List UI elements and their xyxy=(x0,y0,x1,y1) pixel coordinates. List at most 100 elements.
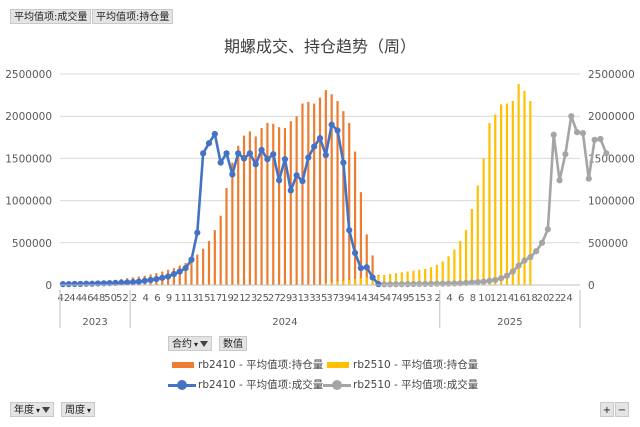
data-point xyxy=(480,278,487,285)
bar xyxy=(342,111,345,285)
bar xyxy=(500,104,503,285)
data-point xyxy=(322,151,329,159)
y-right-tick-label: 0 xyxy=(588,280,595,292)
expand-field-button[interactable]: + xyxy=(600,402,614,417)
data-point xyxy=(223,150,230,157)
axis-field-button-week[interactable]: 周度 ▾ xyxy=(61,402,96,417)
x-tick-label: 53 xyxy=(420,293,433,304)
data-point xyxy=(486,277,493,284)
x-tick-label: 18 xyxy=(525,293,538,304)
data-point xyxy=(346,227,353,234)
data-point xyxy=(585,175,592,182)
data-point xyxy=(527,254,534,261)
legend-field-button-value[interactable]: 数值 xyxy=(219,336,247,351)
x-tick-label: 2 xyxy=(131,293,137,304)
bar xyxy=(470,209,474,285)
filter-icon xyxy=(42,407,51,413)
x-tick-label: 6 xyxy=(458,293,464,304)
legend-swatch xyxy=(327,362,349,368)
x-tick-label: 33 xyxy=(303,293,316,304)
data-point xyxy=(164,273,172,280)
data-point xyxy=(246,150,253,157)
bar xyxy=(342,280,345,285)
data-point xyxy=(468,279,476,286)
x-tick-label: 46 xyxy=(81,293,94,304)
data-point xyxy=(521,257,528,264)
axis-field-button-year[interactable]: 年度 ▾ xyxy=(10,402,55,417)
x-tick-label: 10 xyxy=(478,293,491,304)
x-tick-label: 48 xyxy=(93,293,106,304)
x-tick-label: 52 xyxy=(116,293,129,304)
data-point xyxy=(316,135,324,142)
data-point xyxy=(603,150,610,157)
data-point xyxy=(597,135,604,143)
collapse-field-button[interactable]: − xyxy=(615,402,629,417)
bar xyxy=(313,103,316,285)
x-tick-label: 13 xyxy=(186,293,199,304)
data-point xyxy=(503,272,511,279)
data-point xyxy=(305,154,312,161)
field-button-avg-volume[interactable]: 平均值项:成交量 xyxy=(10,9,92,24)
y-right-tick-label: 1500000 xyxy=(588,153,635,165)
bar xyxy=(371,276,374,285)
bar xyxy=(283,128,287,285)
bar xyxy=(184,263,187,285)
bar xyxy=(394,273,398,285)
x-tick-label: 15 xyxy=(198,293,211,304)
data-point xyxy=(533,248,540,255)
data-point xyxy=(176,268,183,275)
data-point xyxy=(439,280,446,287)
bar xyxy=(242,135,246,285)
data-point xyxy=(59,281,67,288)
y-left-tick-label: 1000000 xyxy=(5,196,52,208)
data-point xyxy=(387,281,394,288)
data-point xyxy=(363,264,370,271)
bar xyxy=(435,264,438,285)
x-tick-label: 14 xyxy=(502,293,515,304)
data-point xyxy=(369,274,376,281)
bar xyxy=(254,136,257,285)
data-point xyxy=(77,280,84,288)
legend-field-button-contract[interactable]: 合约 ▾ xyxy=(168,336,213,351)
field-button-avg-open-interest[interactable]: 平均值项:持仓量 xyxy=(92,9,174,24)
x-tick-label: 22 xyxy=(548,293,561,304)
bar xyxy=(441,261,444,285)
x-tick-label: 37 xyxy=(326,293,339,304)
data-point xyxy=(357,265,364,272)
bar xyxy=(231,162,234,285)
x-tick-label: 23 xyxy=(245,293,258,304)
x-tick-label: 4 xyxy=(143,293,149,304)
bar xyxy=(371,255,374,285)
y-left-tick-label: 1500000 xyxy=(5,153,52,165)
bar xyxy=(453,249,456,285)
legend-swatch xyxy=(172,362,194,368)
data-point xyxy=(556,177,563,184)
data-point xyxy=(474,278,481,286)
bar xyxy=(207,241,211,285)
bar xyxy=(412,270,415,285)
data-point xyxy=(299,178,306,185)
data-point xyxy=(264,156,271,163)
bar xyxy=(330,282,333,285)
x-tick-label: 6 xyxy=(154,293,160,304)
bar xyxy=(324,90,327,285)
bar xyxy=(429,267,433,285)
bar xyxy=(476,185,479,285)
data-point xyxy=(188,256,195,263)
bar xyxy=(464,230,468,285)
data-point xyxy=(182,265,189,272)
x-tick-label: 19 xyxy=(221,293,234,304)
data-point xyxy=(311,143,318,150)
bar xyxy=(289,121,292,285)
filter-icon xyxy=(200,341,209,347)
x-tick-label: 27 xyxy=(268,293,281,304)
bar xyxy=(272,123,275,286)
x-tick-label: 51 xyxy=(408,293,421,304)
x-tick-label: 45 xyxy=(373,293,386,304)
data-point xyxy=(422,280,429,288)
data-point xyxy=(398,281,405,288)
data-point xyxy=(340,159,347,166)
legend-swatch xyxy=(323,380,351,390)
data-point xyxy=(217,159,224,166)
bar xyxy=(202,248,205,285)
